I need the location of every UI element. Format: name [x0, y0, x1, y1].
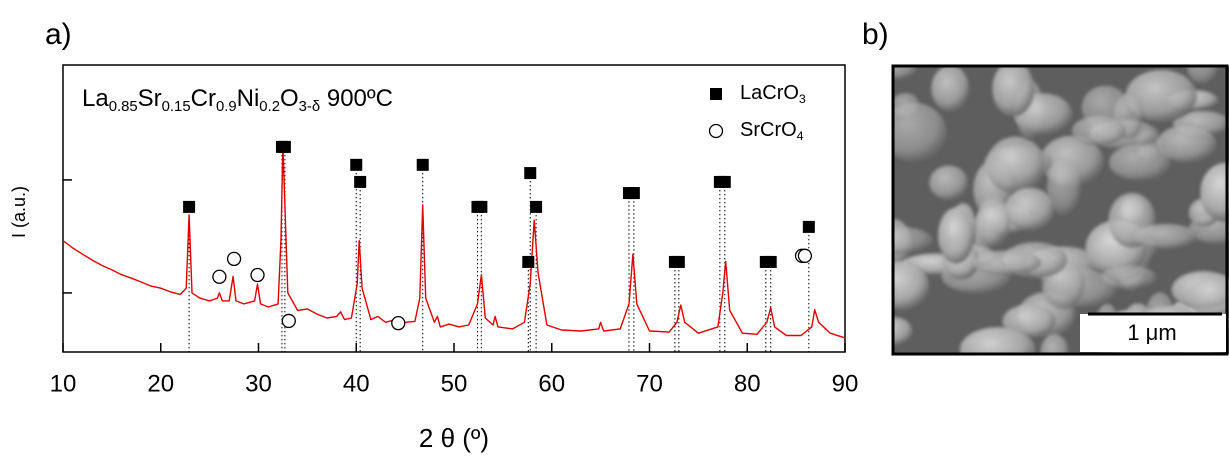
sem-grain: [986, 136, 1046, 194]
sem-grain: [1040, 333, 1069, 354]
sem-grain: [992, 66, 1035, 117]
marker-square: [524, 167, 537, 180]
sem-grain: [893, 226, 933, 255]
marker-square: [718, 175, 731, 188]
sem-grain: [1134, 223, 1198, 249]
sem-grain: [1071, 115, 1127, 146]
sem-grain: [971, 250, 1042, 275]
sem-grain: [893, 260, 930, 310]
sem-grain: [1109, 144, 1171, 181]
x-tick-label: 70: [636, 370, 663, 397]
sem-grain: [1200, 163, 1229, 222]
x-tick-label: 20: [147, 370, 174, 397]
marker-square: [802, 220, 815, 233]
sem-grain: [1101, 265, 1157, 290]
sem-grain: [893, 316, 913, 346]
marker-square: [530, 200, 543, 213]
x-tick-label: 90: [832, 370, 859, 397]
marker-square: [350, 158, 363, 171]
sem-grain: [1187, 275, 1229, 319]
sem-grain: [1004, 187, 1055, 231]
marker-square: [627, 187, 640, 200]
sem-grain: [893, 66, 918, 80]
xrd-trace: [62, 145, 846, 339]
marker-square: [672, 255, 685, 268]
marker-square: [764, 255, 777, 268]
marker-square: [416, 158, 429, 171]
sem-grain: [937, 207, 975, 264]
x-axis-label: 2 θ (º): [419, 423, 489, 453]
sem-grain: [976, 197, 1011, 247]
scale-bar-label: 1 μm: [1127, 320, 1176, 345]
x-tick-label: 30: [245, 370, 272, 397]
marker-square: [475, 200, 488, 213]
marker-circle: [250, 267, 265, 283]
y-axis-label: I (a.u.): [9, 186, 29, 238]
sem-grain: [1046, 159, 1081, 216]
marker-circle: [708, 123, 724, 139]
scale-bar-box: [1080, 314, 1226, 352]
x-tick-label: 80: [734, 370, 761, 397]
marker-circle: [281, 313, 296, 329]
x-tick-label: 50: [441, 370, 468, 397]
panel-label: b): [862, 18, 889, 51]
marker-circle: [226, 251, 242, 267]
x-tick-label: 60: [538, 370, 565, 397]
sem-grain: [1187, 66, 1218, 85]
sem-frame: [891, 64, 1229, 356]
legend-label: SrCrO4: [740, 119, 804, 143]
marker-square: [183, 200, 196, 213]
x-tick-label: 10: [50, 370, 77, 397]
panel-label: a): [45, 18, 72, 51]
sem-grain: [929, 165, 968, 201]
marker-circle: [797, 248, 813, 263]
legend-label: LaCrO3: [740, 82, 806, 106]
marker-square: [354, 175, 367, 188]
marker-square: [278, 140, 291, 153]
sem-grain: [1156, 125, 1217, 163]
marker-square: [522, 255, 535, 268]
sem-image: [893, 66, 1229, 354]
sem-grain: [1125, 69, 1198, 122]
chart-title: La0.85Sr0.15Cr0.9Ni0.2O3-δ 900ºC: [82, 85, 393, 115]
marker-square: [710, 88, 722, 100]
x-tick-label: 40: [343, 370, 370, 397]
marker-circle: [212, 269, 227, 284]
sem-grain: [959, 327, 1036, 354]
sem-grain: [893, 102, 947, 162]
sem-grain: [931, 66, 970, 112]
marker-circle: [391, 316, 406, 331]
